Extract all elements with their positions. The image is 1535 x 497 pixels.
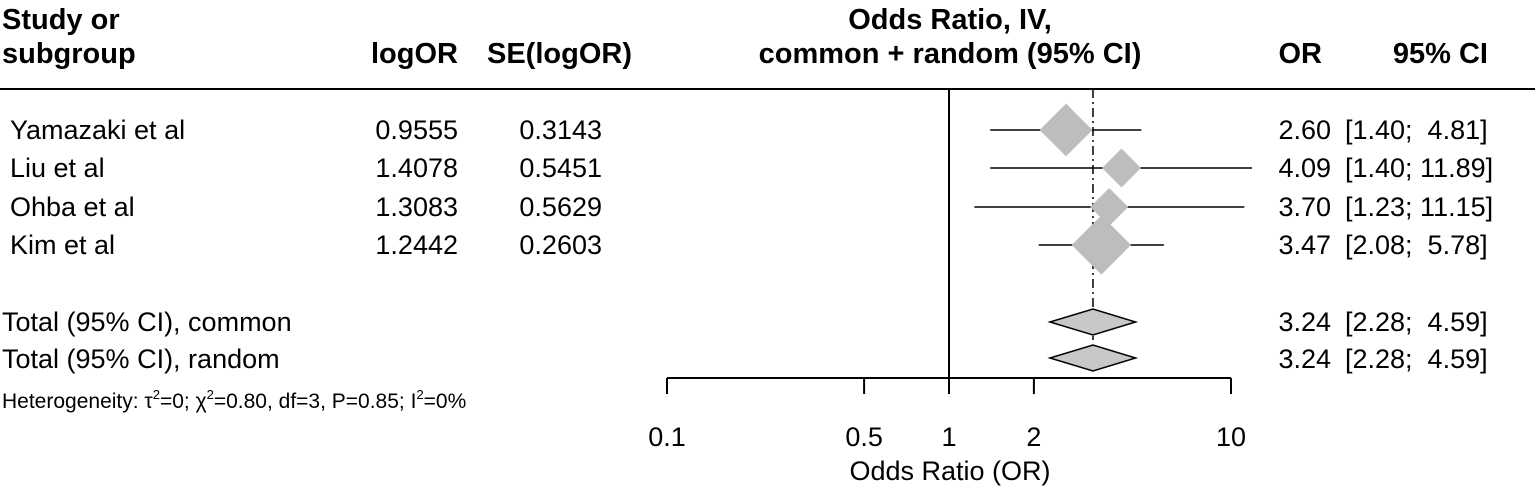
study-or-3: 3.70	[1278, 192, 1331, 222]
study-logor-1: 0.9555	[375, 115, 458, 145]
total-common-ci: [2.28; 4.59]	[1345, 307, 1488, 337]
study-ci-3: [1.23; 11.15]	[1345, 192, 1494, 222]
study-se-1: 0.3143	[519, 115, 602, 145]
header-or: OR	[1278, 38, 1323, 70]
heterogeneity-text: Heterogeneity: τ2=0; χ2=0.80, df=3, P=0.…	[2, 388, 467, 413]
het-prefix: Heterogeneity:	[2, 390, 145, 413]
study-name-3: Ohba et al	[10, 192, 135, 222]
x-tick-label-1: 1	[941, 422, 956, 452]
study-logor-3: 1.3083	[375, 192, 458, 222]
het-i: I	[410, 390, 417, 413]
study-logor-2: 1.4078	[375, 153, 458, 183]
study-marker-4	[1071, 215, 1132, 275]
x-tick-label-0.5: 0.5	[845, 422, 883, 452]
header-plot-line1: Odds Ratio, IV,	[848, 4, 1052, 36]
total-common-or: 3.24	[1278, 307, 1331, 337]
het-tau-sup: 2	[152, 387, 160, 402]
study-name-4: Kim et al	[10, 230, 116, 260]
study-ci-4: [2.08; 5.78]	[1345, 230, 1488, 260]
study-ci-1: [1.40; 4.81]	[1345, 115, 1488, 145]
header-study-line1: Study or	[2, 4, 120, 36]
study-marker-2	[1102, 148, 1141, 188]
het-i-sup: 2	[416, 387, 424, 402]
total-common-label: Total (95% CI), common	[2, 307, 292, 337]
study-or-4: 3.47	[1278, 230, 1331, 260]
header-plot-line2: common + random (95% CI)	[758, 38, 1142, 70]
het-i-val: =0%	[423, 390, 467, 413]
study-se-4: 0.2603	[519, 230, 602, 260]
total-diamond-common	[1047, 308, 1139, 336]
total-diamond-random	[1047, 344, 1139, 372]
x-tick-label-2: 2	[1026, 422, 1041, 452]
header-study-line2: subgroup	[2, 38, 136, 70]
het-chi: χ	[195, 390, 207, 413]
het-chi-val: =0.80, df=3, P=0.85;	[213, 390, 411, 413]
study-logor-4: 1.2442	[375, 230, 458, 260]
x-axis-label: Odds Ratio (OR)	[849, 456, 1051, 486]
het-chi-sup: 2	[206, 387, 214, 402]
study-name-2: Liu et al	[10, 153, 105, 183]
header-ci: 95% CI	[1392, 38, 1488, 70]
study-name-1: Yamazaki et al	[10, 115, 186, 145]
study-or-1: 2.60	[1278, 115, 1331, 145]
study-marker-1	[1039, 103, 1093, 157]
total-random-ci: [2.28; 4.59]	[1345, 344, 1488, 374]
study-or-2: 4.09	[1278, 153, 1331, 183]
study-se-3: 0.5629	[519, 192, 602, 222]
total-random-label: Total (95% CI), random	[2, 344, 280, 374]
header-se: SE(logOR)	[487, 38, 632, 70]
total-random-or: 3.24	[1278, 344, 1331, 374]
x-tick-label-10: 10	[1216, 422, 1246, 452]
study-marker-3	[1090, 188, 1129, 226]
het-tau: τ	[144, 390, 153, 413]
study-ci-2: [1.40; 11.89]	[1345, 153, 1494, 183]
header-logor: logOR	[371, 38, 458, 70]
study-se-2: 0.5451	[519, 153, 602, 183]
x-tick-label-0.1: 0.1	[648, 422, 686, 452]
het-tau-val: =0;	[159, 390, 196, 413]
x-tick-labels: 0.1 0.5 1 2 10	[648, 422, 1246, 452]
